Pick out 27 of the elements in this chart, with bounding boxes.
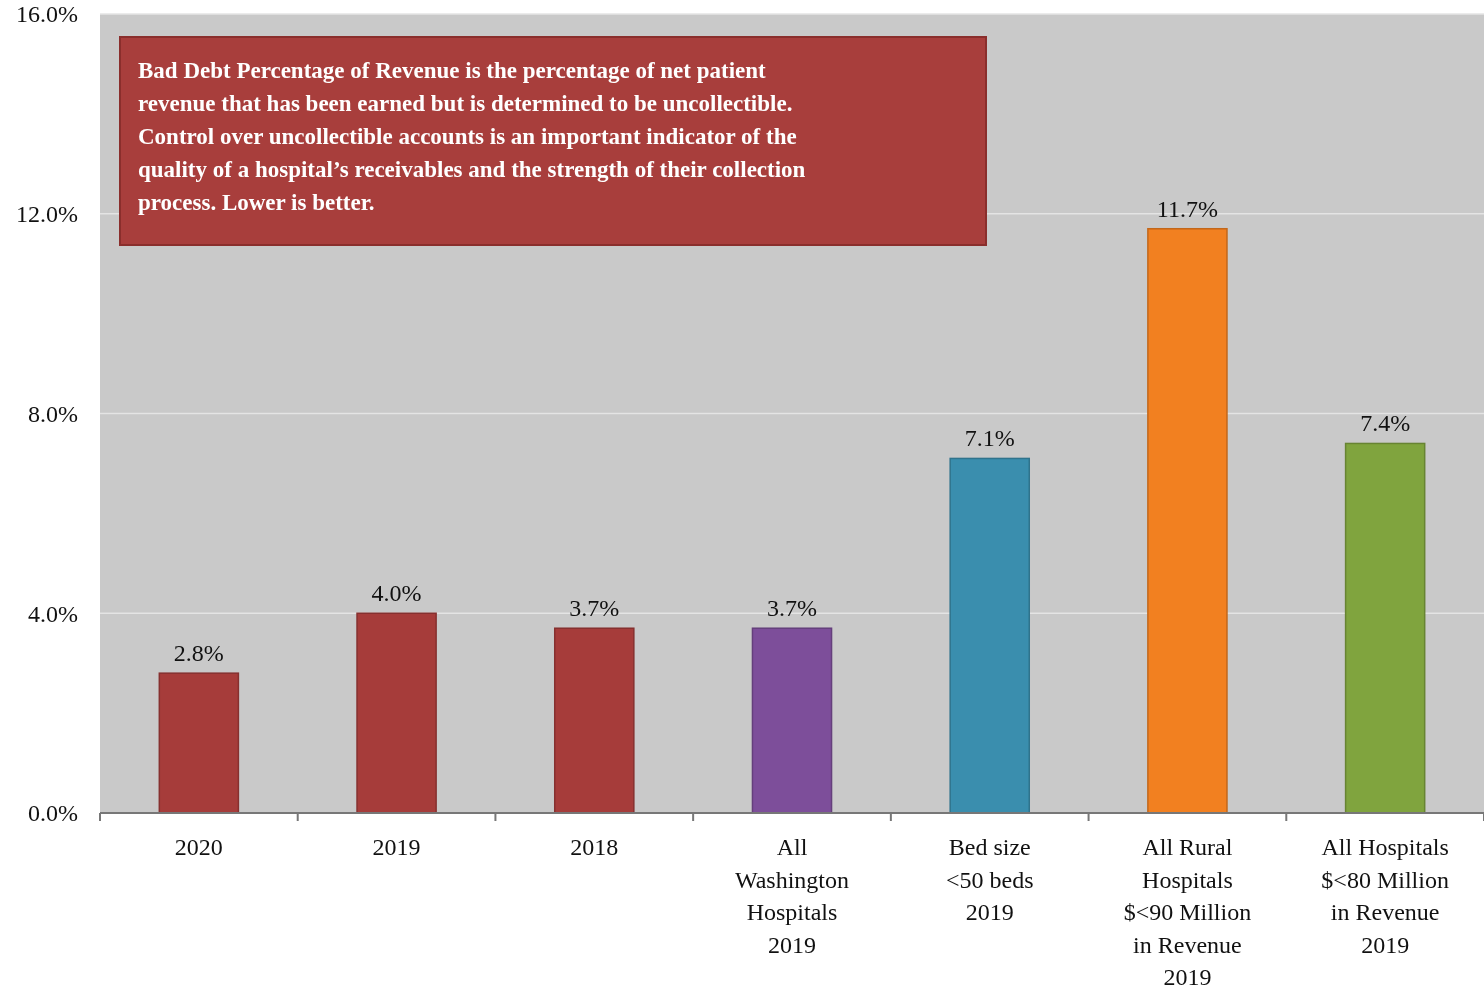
data-label: 11.7% (1156, 195, 1218, 222)
bar (158, 672, 240, 814)
x-tick-label: All Washington Hospitals 2019 (734, 834, 850, 958)
y-tick-label: 16.0% (16, 1, 78, 28)
data-label: 3.7% (767, 595, 817, 622)
y-tick-label: 0.0% (28, 800, 78, 827)
y-tick-label: 4.0% (28, 600, 78, 627)
x-tick-label: 2018 (570, 834, 619, 860)
data-label: 7.1% (964, 425, 1015, 452)
x-tick-label: All Rural Hospitals $<90 Million in Revenue 2019 (1123, 834, 1252, 990)
annotation: Bad Debt Percentage of Revenue is the percentage of net patient revenue that has been earned but is determined to be uncollectible. Control over uncollectible accounts is an important indicator of the quality of a hospital’s receivables and the strength of their collection process. Lower is better. (138, 58, 806, 215)
x-tick-label: Bed size <50 beds 2019 (945, 834, 1034, 925)
x-tick-label: 2020 (174, 834, 223, 860)
x-tick-label: All Hospitals $<80 Million in Revenue 2019 (1321, 834, 1449, 958)
y-tick-label: 8.0% (28, 400, 78, 427)
y-tick-label: 12.0% (16, 201, 78, 228)
data-label: 2.8% (173, 640, 224, 667)
data-label: 3.7% (569, 595, 620, 622)
bar (356, 612, 437, 814)
bar (949, 457, 1031, 814)
bar (1147, 227, 1228, 814)
bar (553, 627, 635, 814)
bar (751, 627, 833, 814)
data-label: 7.4% (1360, 410, 1411, 437)
data-label: 4.0% (371, 580, 422, 607)
x-tick-label: 2019 (372, 834, 421, 860)
bar (1344, 442, 1426, 814)
